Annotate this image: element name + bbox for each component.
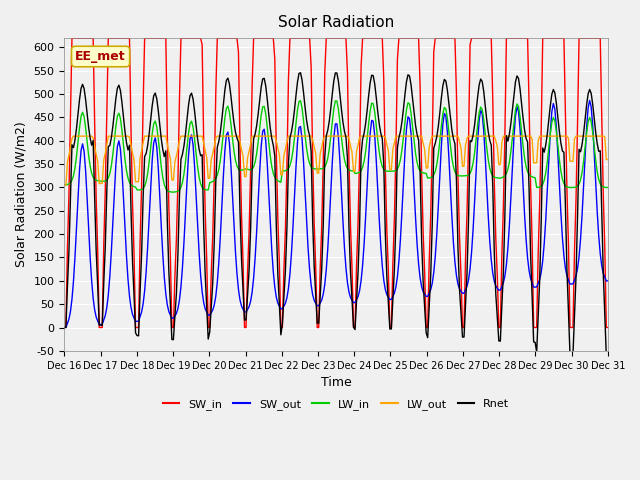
LW_in <box>127 182 135 188</box>
SW_in <box>575 35 583 41</box>
LW_out <box>604 156 612 162</box>
Y-axis label: Solar Radiation (W/m2): Solar Radiation (W/m2) <box>15 121 28 267</box>
Line: LW_in: LW_in <box>65 101 608 192</box>
LW_in <box>297 98 305 104</box>
LW_out <box>252 133 259 139</box>
Line: SW_out: SW_out <box>65 100 608 327</box>
SW_out <box>223 132 230 138</box>
LW_in <box>61 182 68 188</box>
LW_out <box>70 133 77 139</box>
SW_in <box>300 35 307 41</box>
Rnet <box>604 353 612 359</box>
LW_in <box>170 189 177 195</box>
Line: LW_out: LW_out <box>65 136 608 185</box>
LW_out <box>224 133 232 139</box>
LW_in <box>301 132 309 138</box>
Legend: SW_in, SW_out, LW_in, LW_out, Rnet: SW_in, SW_out, LW_in, LW_out, Rnet <box>158 394 514 414</box>
SW_out <box>298 136 306 142</box>
LW_out <box>575 133 583 139</box>
LW_in <box>577 177 584 183</box>
LW_in <box>224 103 232 109</box>
LW_out <box>242 174 250 180</box>
SW_in <box>252 35 259 41</box>
Line: SW_in: SW_in <box>65 38 608 327</box>
LW_out <box>61 182 68 188</box>
SW_in <box>129 200 136 206</box>
Title: Solar Radiation: Solar Radiation <box>278 15 394 30</box>
Rnet <box>300 90 307 96</box>
SW_in <box>242 324 250 330</box>
SW_in <box>604 324 612 330</box>
SW_out <box>586 97 593 103</box>
LW_out <box>300 133 307 139</box>
SW_in <box>68 35 76 41</box>
SW_in <box>224 35 232 41</box>
Rnet <box>223 78 230 84</box>
SW_out <box>127 305 135 311</box>
Rnet <box>241 317 248 323</box>
SW_out <box>241 309 248 315</box>
SW_out <box>604 278 612 284</box>
LW_in <box>252 159 259 165</box>
Line: Rnet: Rnet <box>65 73 608 356</box>
Rnet <box>127 207 135 213</box>
Rnet <box>250 136 257 142</box>
LW_in <box>604 185 612 191</box>
LW_in <box>242 166 250 172</box>
LW_out <box>129 150 136 156</box>
Rnet <box>61 324 68 330</box>
Text: EE_met: EE_met <box>76 50 126 63</box>
X-axis label: Time: Time <box>321 376 351 389</box>
SW_in <box>61 324 68 330</box>
SW_out <box>573 265 581 271</box>
Rnet <box>575 146 583 152</box>
SW_out <box>250 276 257 281</box>
Rnet <box>297 70 305 76</box>
SW_out <box>61 324 68 330</box>
